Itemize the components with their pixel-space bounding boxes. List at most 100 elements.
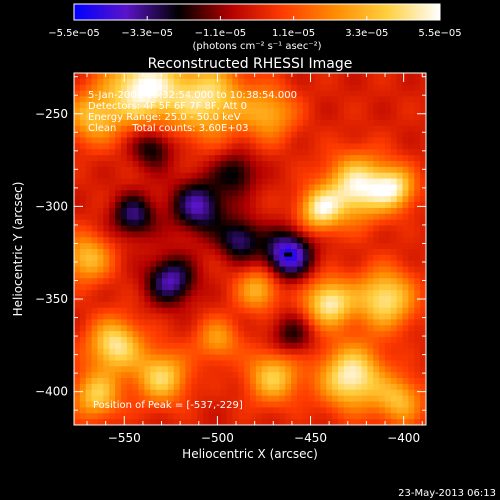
heatmap-cell [314, 372, 321, 379]
heatmap-cell [373, 378, 380, 385]
heatmap-cell [85, 155, 93, 162]
heatmap-cell [291, 161, 298, 168]
heatmap-cell [115, 219, 122, 227]
heatmap-cell [402, 331, 409, 338]
heatmap-cell [120, 119, 128, 127]
heatmap-cell [244, 161, 251, 168]
heatmap-cell [232, 231, 239, 238]
heatmap-cell [408, 342, 415, 350]
heatmap-cell [185, 143, 192, 150]
heatmap-cell [173, 108, 181, 115]
heatmap-cell [120, 108, 128, 115]
heatmap-cell [85, 202, 93, 209]
heatmap-cell [91, 143, 99, 150]
heatmap-cell [255, 366, 263, 373]
heatmap-cell [408, 272, 415, 279]
heatmap-cell [162, 125, 169, 133]
heatmap-cell [414, 413, 421, 420]
heatmap-cell [343, 125, 351, 133]
heatmap-cell [296, 366, 304, 373]
heatmap-cell [220, 125, 228, 133]
heatmap-cell [132, 225, 140, 232]
heatmap-cell [132, 78, 140, 86]
heatmap-cell [220, 319, 228, 326]
heatmap-cell [74, 190, 81, 197]
heatmap-cell [126, 207, 134, 215]
heatmap-cell [162, 383, 169, 391]
heatmap-cell [267, 155, 275, 162]
heatmap-cell [132, 313, 140, 320]
heatmap-cell [390, 131, 398, 139]
heatmap-cell [379, 389, 386, 397]
heatmap-cell [74, 419, 81, 425]
heatmap-cell [367, 260, 374, 268]
heatmap-cell [103, 254, 110, 262]
heatmap-cell [115, 307, 122, 315]
heatmap-cell [214, 219, 222, 227]
heatmap-cell [285, 184, 292, 191]
heatmap-cell [396, 119, 404, 127]
heatmap-cell [326, 348, 333, 356]
heatmap-cell [320, 366, 327, 373]
heatmap-cell [267, 290, 275, 297]
heatmap-cell [396, 202, 404, 209]
heatmap-cell [85, 378, 93, 385]
heatmap-cell [308, 196, 316, 203]
heatmap-cell [156, 354, 163, 362]
heatmap-cell [379, 102, 386, 109]
heatmap-cell [226, 172, 233, 180]
heatmap-cell [332, 319, 339, 326]
heatmap-cell [273, 325, 280, 332]
heatmap-cell [414, 131, 421, 139]
heatmap-cell [379, 207, 386, 215]
heatmap-cell [173, 290, 181, 297]
heatmap-cell [191, 125, 198, 133]
heatmap-cell [91, 395, 99, 403]
heatmap-cell [285, 96, 292, 103]
heatmap-cell [109, 272, 116, 279]
heatmap-cell [185, 102, 192, 109]
heatmap-cell [279, 149, 286, 156]
heatmap-cell [232, 295, 239, 303]
heatmap-cell [91, 231, 99, 238]
heatmap-cell [208, 78, 216, 86]
heatmap-cell [173, 161, 181, 168]
heatmap-cell [115, 249, 122, 256]
heatmap-cell [79, 166, 87, 174]
heatmap-cell [279, 290, 286, 297]
heatmap-cell [203, 190, 210, 197]
heatmap-cell [226, 190, 233, 197]
heatmap-cell [208, 119, 216, 127]
heatmap-cell [361, 90, 368, 98]
heatmap-cell [296, 114, 304, 121]
heatmap-cell [167, 395, 175, 403]
heatmap-cell [255, 295, 263, 303]
heatmap-cell [384, 348, 392, 356]
heatmap-cell [173, 419, 181, 425]
heatmap-cell [156, 190, 163, 197]
heatmap-cell [120, 372, 128, 379]
heatmap-cell [126, 119, 134, 127]
heatmap-cell [156, 231, 163, 238]
heatmap-cell [420, 225, 426, 232]
heatmap-cell [132, 184, 140, 191]
heatmap-cell [296, 290, 304, 297]
heatmap-cell [390, 249, 398, 256]
heatmap-cell [273, 342, 280, 350]
heatmap-cell [396, 102, 404, 109]
heatmap-cell [338, 407, 345, 414]
heatmap-cell [390, 272, 398, 279]
heatmap-cell [291, 225, 298, 232]
heatmap-cell [138, 249, 145, 256]
heatmap-cell [109, 84, 116, 92]
heatmap-cell [167, 284, 175, 291]
heatmap-cell [349, 395, 357, 403]
heatmap-cell [314, 342, 321, 350]
heatmap-cell [179, 307, 187, 315]
heatmap-cell [379, 243, 386, 250]
heatmap-cell [326, 313, 333, 320]
heatmap-cell [162, 313, 169, 320]
heatmap-cell [150, 155, 157, 162]
heatmap-cell [343, 207, 351, 215]
heatmap-cell [74, 90, 81, 98]
